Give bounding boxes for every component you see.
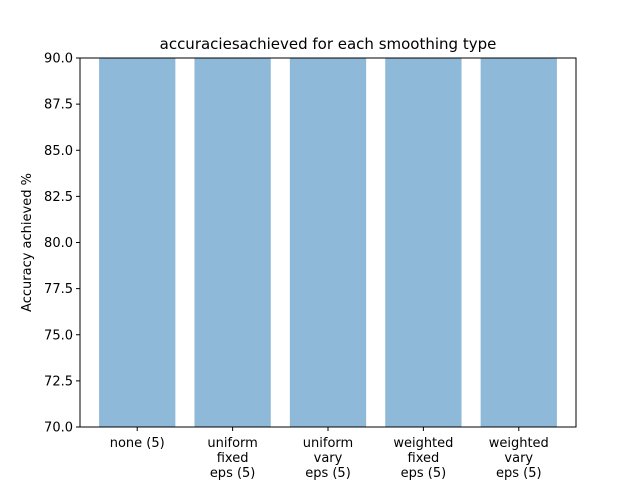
y-axis-label: Accuracy achieved % [20, 173, 35, 312]
x-tick-label-line: uniform [207, 436, 257, 451]
bar-1 [194, 58, 271, 427]
bar-0 [99, 58, 176, 427]
x-tick-label-line: eps (5) [210, 466, 256, 480]
plot-frame [79, 57, 577, 428]
x-tick-label: uniform vary eps (5) [303, 436, 353, 480]
y-tick-label: 77.5 [44, 282, 73, 297]
x-tick-label-line: weighted [489, 436, 549, 451]
y-axis: 70.0 72.5 75.0 77.5 80.0 82.5 85.0 87.5 90.0 [44, 52, 80, 436]
x-tick-label: none (5) [110, 436, 165, 451]
x-tick-label-line: fixed [217, 451, 249, 466]
x-tick-label-line: vary [314, 451, 343, 466]
x-tick-label-line: none (5) [110, 436, 165, 451]
bar-3 [385, 58, 462, 427]
x-tick-label-line: vary [504, 451, 533, 466]
y-tick-label: 80.0 [44, 236, 73, 251]
x-tick-label: weighted vary eps (5) [489, 436, 549, 480]
x-tick-label: uniform fixed eps (5) [207, 436, 257, 480]
y-tick-label: 75.0 [44, 328, 73, 343]
bar-2 [289, 58, 367, 427]
x-tick-label-line: uniform [303, 436, 353, 451]
x-tick-label-line: eps (5) [496, 466, 542, 480]
bars-group [99, 58, 557, 427]
bar-4 [480, 58, 557, 427]
x-tick-label-line: fixed [408, 451, 440, 466]
y-tick-label: 85.0 [44, 144, 73, 159]
x-tick-label-line: weighted [393, 436, 453, 451]
x-axis: none (5) uniform fixed eps (5)uniform vary ep… [110, 427, 549, 480]
x-tick-label: weighted fixed eps (5) [393, 436, 453, 480]
y-tick-label: 82.5 [44, 190, 73, 205]
y-tick-label: 72.5 [44, 374, 73, 389]
y-tick-label: 90.0 [44, 52, 73, 67]
y-tick-label: 87.5 [44, 98, 73, 113]
y-tick-label: 70.0 [44, 421, 73, 436]
x-tick-label-line: eps (5) [305, 466, 351, 480]
chart-title: accuraciesachieved for each smoothing ty… [160, 35, 497, 53]
x-tick-label-line: eps (5) [401, 466, 447, 480]
